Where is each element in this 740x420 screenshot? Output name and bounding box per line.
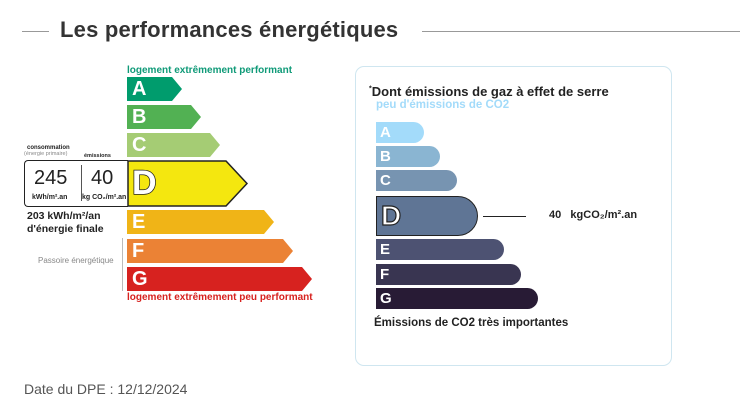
ges-pointer-line [483,216,526,217]
ges-class-e: E [376,239,504,260]
energy-class-g: G [127,267,313,291]
ges-top-label: peu d'émissions de CO2 [376,99,510,111]
ges-class-g: G [376,288,538,309]
consumption-value: 245 [34,167,68,189]
energy-class-d: D [127,160,248,207]
emissions-label: émissions [84,153,111,159]
energy-top-label: logement extrêmement performant [127,65,293,76]
ges-value: 40 kgCO₂/m².an [549,209,637,221]
title-divider-right [422,31,740,32]
ges-bottom-label: Émissions de CO2 très importantes [374,317,569,329]
ges-class-c: C [376,170,457,191]
ges-class-f: F [376,264,521,285]
ges-class-d: D [376,196,478,236]
ges-title: *Dont émissions de gaz à effet de serre [369,84,609,99]
box-divider [81,165,82,201]
energy-class-letter: C [132,134,147,156]
ges-value-number: 40 [549,209,562,221]
energy-class-letter: A [132,78,147,100]
energy-class-letter: F [132,240,145,262]
final-energy: 203 kWh/m²/an d'énergie finale [27,210,104,236]
asterisk: * [369,85,372,93]
consumption-unit: kWh/m².an [32,194,68,201]
energy-class-f: F [127,239,294,263]
page-title: Les performances énergétiques [60,17,399,42]
consumption-sub: (énergie primaire) [24,151,68,157]
final-energy-value: 203 kWh/m²/an [27,210,101,222]
energy-class-letter: E [132,211,146,233]
title-divider-left [22,31,49,32]
energy-class-a: A [127,77,183,101]
passoire-label: Passoire énergétique [38,256,114,265]
ges-class-a: A [376,122,424,143]
ges-class-b: B [376,146,440,167]
energy-class-c: C [127,133,221,157]
passoire-line [122,238,123,291]
ges-title-text: Dont émissions de gaz à effet de serre [371,84,609,99]
emissions-unit: kg CO₂/m².an [82,194,127,201]
consumption-box: 245 kWh/m².an 40 kg CO₂/m².an [24,160,128,207]
energy-class-e: E [127,210,275,234]
energy-class-letter: D [131,163,157,203]
energy-bottom-label: logement extrêmement peu performant [127,292,313,303]
energy-class-b: B [127,105,202,129]
energy-class-letter: B [132,106,147,128]
energy-class-letter: G [132,268,148,290]
emissions-value: 40 [91,167,114,189]
consumption-label: consommation [27,145,70,151]
ges-panel [355,66,672,366]
dpe-date: Date du DPE : 12/12/2024 [24,381,188,397]
ges-value-unit: kgCO₂/m².an [570,209,638,221]
final-energy-label: d'énergie finale [27,223,104,235]
